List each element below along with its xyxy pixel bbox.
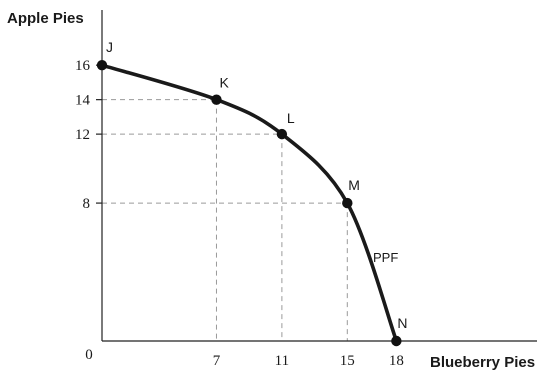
data-point-J (96, 59, 108, 71)
data-points (96, 59, 402, 347)
x-tick-label: 15 (340, 353, 355, 369)
point-label-N: N (397, 315, 407, 331)
data-point-K (211, 94, 222, 105)
x-tick-label: 11 (275, 353, 289, 369)
point-label-J: J (106, 39, 113, 55)
y-tick-label: 14 (75, 93, 91, 109)
data-point-L (276, 128, 288, 140)
y-tick-label: 8 (83, 196, 91, 212)
x-axis-title: Blueberry Pies (430, 354, 535, 371)
point-label-M: M (348, 177, 360, 193)
point-labels: J K L M N (106, 39, 407, 331)
ppf-curve-label: PPF (373, 250, 398, 265)
guide-lines (102, 99, 348, 341)
y-axis-title: Apple Pies (7, 10, 84, 27)
point-label-L: L (287, 110, 295, 126)
y-tick-marks (96, 64, 102, 204)
x-tick-label: 18 (389, 353, 404, 369)
y-tick-label: 16 (75, 58, 91, 74)
x-tick-label: 7 (213, 353, 221, 369)
data-point-N (391, 335, 402, 347)
origin-label: 0 (85, 347, 93, 363)
data-point-M (342, 197, 353, 209)
y-tick-label: 12 (75, 127, 90, 143)
point-label-K: K (219, 75, 229, 91)
tick-labels: 8 12 14 16 7 11 15 18 (75, 58, 404, 369)
